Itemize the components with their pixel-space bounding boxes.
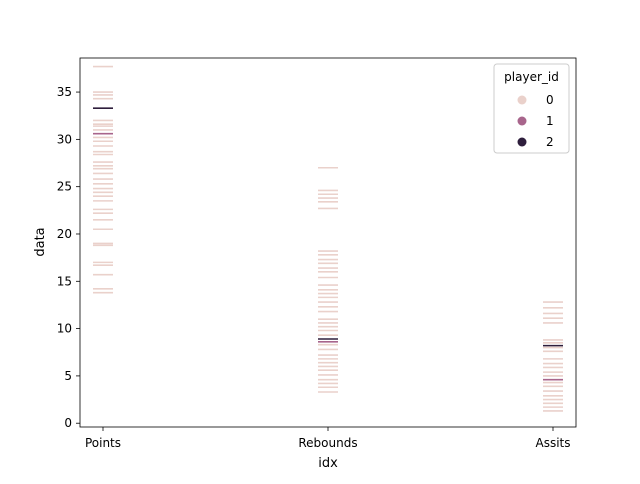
legend-entry-label: 0 (546, 93, 554, 107)
legend-marker (517, 95, 527, 105)
y-tick-label: 0 (64, 416, 72, 430)
legend-entry-label: 2 (546, 135, 554, 149)
y-tick-label: 20 (57, 227, 72, 241)
legend: player_id 0 1 2 (493, 63, 570, 154)
x-tick-label: Assits (535, 436, 570, 450)
legend-entry-label: 1 (546, 114, 554, 128)
x-tick-label: Points (85, 436, 121, 450)
y-tick-label: 5 (64, 369, 72, 383)
y-tick-label: 25 (57, 180, 72, 194)
legend-box (493, 63, 570, 154)
legend-title: player_id (504, 70, 559, 84)
legend-marker (517, 116, 527, 126)
y-tick-label: 10 (57, 322, 72, 336)
x-axis-label: idx (318, 456, 338, 471)
y-axis-label: data (33, 227, 48, 256)
x-tick-label: Rebounds (298, 436, 357, 450)
y-tick-label: 35 (57, 85, 72, 99)
legend-marker (517, 137, 527, 147)
plot-area (93, 65, 563, 412)
y-tick-label: 15 (57, 274, 72, 288)
y-tick-label: 30 (57, 132, 72, 146)
